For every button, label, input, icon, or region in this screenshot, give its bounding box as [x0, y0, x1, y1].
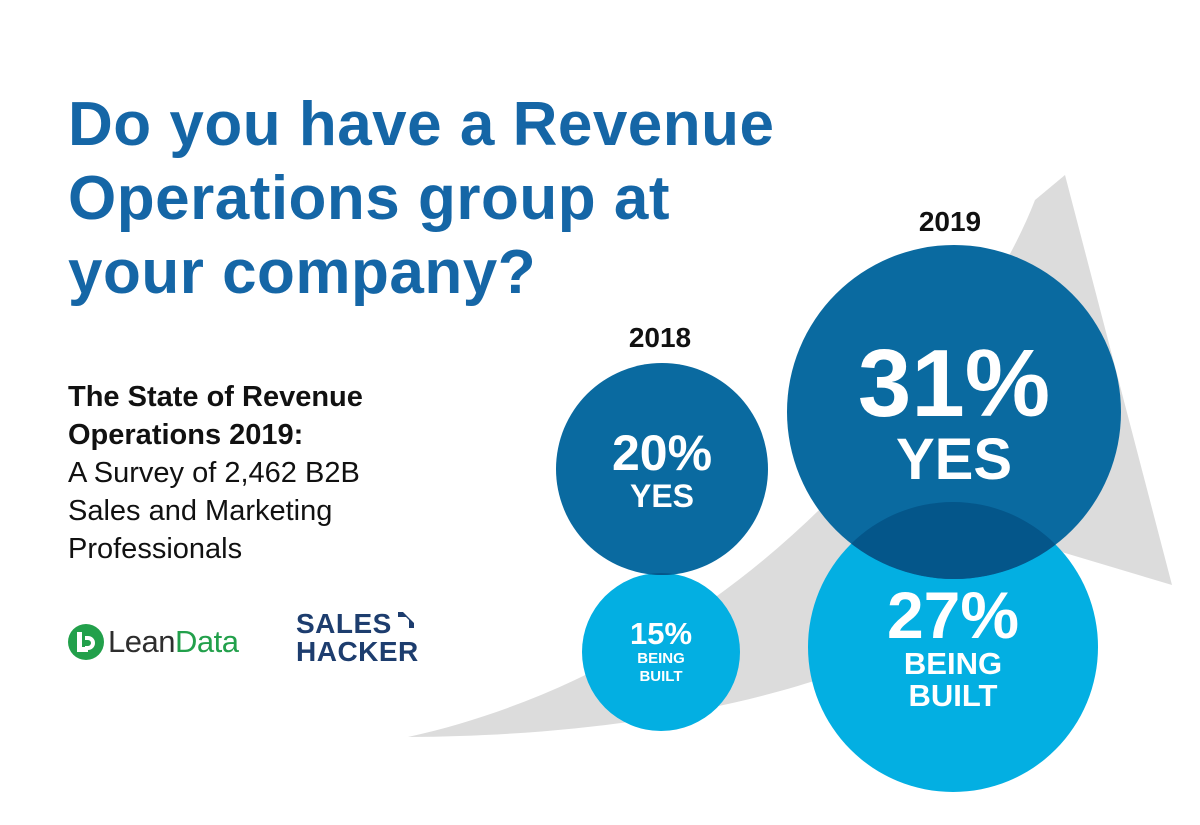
- survey-description: The State of Revenue Operations 2019: A …: [68, 378, 488, 568]
- survey-detail-line: Sales and Marketing: [68, 495, 333, 527]
- leandata-logo: LeanData: [66, 620, 239, 664]
- bubble-2018-being-built-value: 15%: [629, 616, 693, 651]
- leandata-prefix: Lean: [108, 624, 175, 659]
- saleshacker-line-2: HACKER: [296, 636, 419, 667]
- headline-line: Do you have a Revenue: [68, 90, 775, 159]
- leandata-logo-mark-icon: [68, 624, 104, 660]
- bubble-2018-yes-value: 20%: [611, 425, 713, 481]
- headline-line: Operations group at: [68, 164, 670, 233]
- survey-detail-line: Professionals: [68, 533, 243, 565]
- bubble-2018-yes-label: YES: [629, 478, 695, 514]
- headline-line: your company?: [68, 238, 537, 307]
- leandata-suffix: Data: [174, 624, 239, 659]
- bubble-2018-being-built-label: BEING BUILT: [637, 650, 685, 685]
- bubble-2019-yes-label: YES: [895, 427, 1013, 492]
- bubble-2019-being-built-value: 27%: [886, 578, 1020, 652]
- year-label-2018: 2018: [628, 322, 692, 353]
- bubble-2019-yes: 31% YES: [787, 245, 1121, 579]
- bubble-2019-being-built-label: BEING BUILT: [903, 646, 1003, 713]
- saleshacker-arrow-mark-icon: [398, 612, 414, 628]
- bubble-2018-being-built: 15% BEING BUILT: [582, 573, 740, 731]
- headline: Do you have a Revenue Operations group a…: [68, 88, 888, 310]
- bubble-2019-yes-value: 31%: [857, 330, 1051, 437]
- leandata-wordmark: LeanData: [108, 624, 239, 660]
- saleshacker-line-1: SALES: [296, 608, 392, 639]
- year-label-2019: 2019: [918, 206, 982, 237]
- survey-detail-line: A Survey of 2,462 B2B: [68, 457, 360, 489]
- survey-title-line: Operations 2019:: [68, 419, 304, 451]
- survey-title-line: The State of Revenue: [68, 381, 363, 413]
- saleshacker-logo: SALES HACKER: [296, 610, 418, 666]
- bubble-2018-yes: 20% YES: [556, 363, 768, 575]
